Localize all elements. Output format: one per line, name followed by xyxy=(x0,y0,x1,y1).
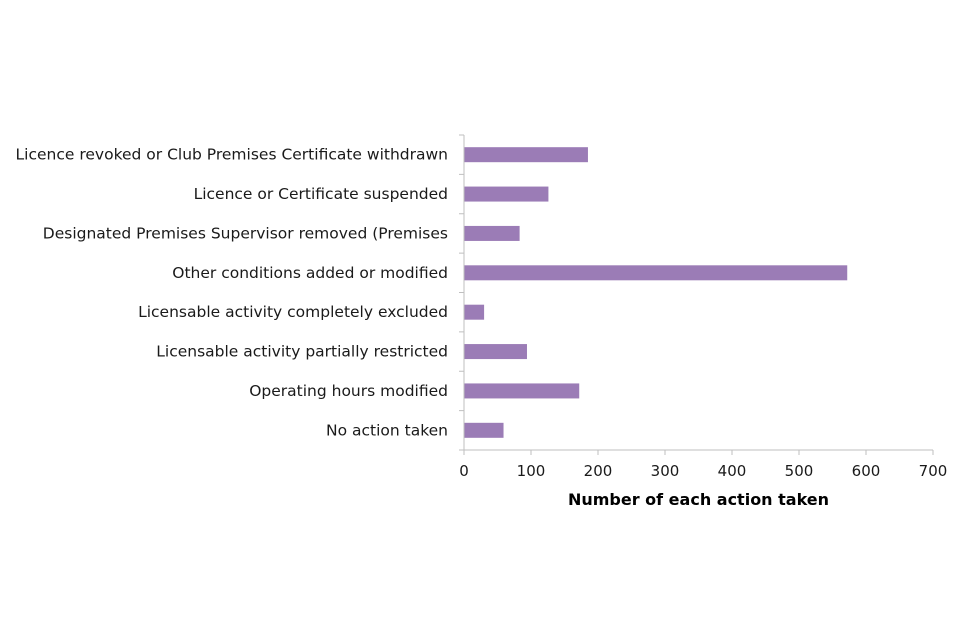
x-axis-ticks: 0 100 200 300 400 500 600 700 xyxy=(459,450,947,480)
bar xyxy=(464,383,580,399)
bar xyxy=(464,422,504,438)
category-labels: Licence revoked or Club Premises Certifi… xyxy=(16,146,448,440)
bar xyxy=(464,147,588,163)
bar xyxy=(464,225,520,241)
y-axis-ticks xyxy=(459,134,464,451)
category-label: Licence or Certificate suspended xyxy=(194,185,448,203)
bar xyxy=(464,344,527,360)
x-tick-label: 400 xyxy=(718,462,747,480)
category-label: Licence revoked or Club Premises Certifi… xyxy=(16,146,448,164)
x-tick-label: 300 xyxy=(651,462,680,480)
category-label: Operating hours modified xyxy=(249,382,448,400)
x-tick-label: 200 xyxy=(584,462,613,480)
category-label: No action taken xyxy=(326,421,448,439)
x-tick-label: 700 xyxy=(919,462,948,480)
x-tick-label: 100 xyxy=(517,462,546,480)
x-tick-label: 500 xyxy=(785,462,814,480)
x-tick-label: 0 xyxy=(459,462,469,480)
category-label: Licensable activity completely excluded xyxy=(138,303,448,321)
bar xyxy=(464,186,549,202)
category-label: Licensable activity partially restricted xyxy=(156,343,448,361)
x-tick-label: 600 xyxy=(852,462,881,480)
bar xyxy=(464,304,485,320)
bars xyxy=(464,147,848,438)
x-axis-title: Number of each action taken xyxy=(568,490,829,509)
category-label: Designated Premises Supervisor removed (… xyxy=(43,224,448,242)
bar xyxy=(464,265,848,281)
category-label: Other conditions added or modified xyxy=(172,264,448,282)
